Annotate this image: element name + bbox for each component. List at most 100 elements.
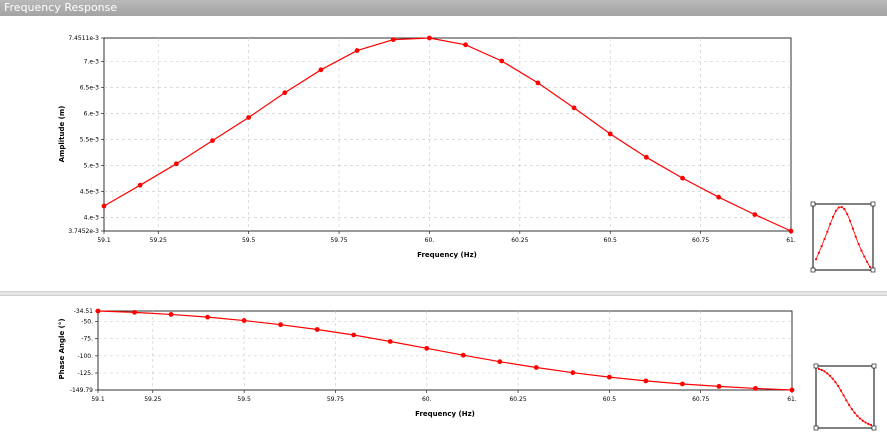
amplitude-plot-frame [103, 37, 792, 232]
thumbnail-resize-handle[interactable] [810, 267, 816, 273]
thumbnail-point [849, 219, 852, 223]
phase-plot-frame [97, 310, 793, 391]
thumbnail-resize-handle[interactable] [813, 425, 819, 431]
thumbnail-point [869, 423, 873, 427]
thumbnail-point [839, 389, 842, 392]
pane-splitter[interactable] [0, 291, 887, 296]
amplitude-x-axis-title: Frequency (Hz) [417, 251, 477, 259]
thumbnail-resize-handle[interactable] [871, 425, 877, 431]
thumbnail-point [831, 215, 835, 218]
y-tick-label: -149.79 [70, 387, 93, 394]
data-point [173, 161, 179, 167]
thumbnail-point [860, 249, 863, 252]
data-point [789, 387, 795, 393]
thumbnail-point [858, 417, 862, 420]
phase-y-axis-title: Phase Angle (°) [58, 318, 66, 379]
phase-thumbnail[interactable] [813, 363, 877, 431]
data-point [788, 228, 794, 234]
thumbnail-point [814, 258, 818, 261]
y-tick-label: 6.e-3 [84, 111, 100, 118]
thumbnail-point [850, 407, 853, 411]
thumbnail-point [820, 245, 823, 248]
thumbnail-resize-handle[interactable] [810, 201, 816, 207]
phase-thumbnail-frame [815, 365, 875, 429]
data-point [390, 37, 396, 43]
thumbnail-point [856, 414, 859, 417]
y-tick-label: -50. [81, 319, 93, 326]
data-point [643, 154, 649, 160]
amplitude-chart: 59.1 59.25 59.5 59.75 60. 60.25 60.5 60.75 61. 7… [58, 35, 876, 273]
thumbnail-point [829, 222, 832, 226]
data-point [427, 35, 432, 41]
x-tick-label: 60.25 [511, 237, 528, 244]
y-tick-label: -100. [77, 353, 93, 360]
data-point [132, 309, 137, 315]
thumbnail-point [826, 230, 829, 233]
data-point [607, 131, 613, 137]
amplitude-plot-area[interactable]: 59.1 59.25 59.5 59.75 60. 60.25 60.5 60.75 61. 7… [68, 35, 796, 244]
thumbnail-resize-handle[interactable] [870, 201, 876, 207]
data-point [463, 42, 468, 48]
phase-plot-area[interactable]: 59.1 59.25 59.5 59.75 60. 60.25 60.5 60.75 61. -… [70, 308, 797, 403]
phase-x-axis-title: Frequency (Hz) [415, 410, 475, 418]
data-point [351, 332, 357, 338]
data-point [424, 345, 430, 351]
y-tick-label: 5.e-3 [84, 163, 100, 170]
y-tick-label: 3.7452e-3 [68, 228, 99, 235]
data-point [246, 115, 252, 120]
phase-series-line [97, 310, 793, 391]
x-tick-label: 61. [786, 237, 796, 244]
x-tick-label: 59.5 [242, 237, 256, 244]
amplitude-thumbnail[interactable] [810, 201, 876, 273]
thumbnail-point [857, 242, 860, 246]
data-point [753, 386, 758, 391]
thumbnail-point [828, 374, 832, 377]
y-tick-label: 5.5e-3 [80, 137, 99, 144]
data-point [571, 105, 577, 111]
thumbnail-point [823, 237, 826, 241]
thumbnail-point [851, 227, 855, 230]
thumbnail-point [817, 251, 820, 254]
thumbnail-resize-handle[interactable] [813, 363, 819, 369]
data-point [535, 80, 541, 86]
x-tick-label: 59.25 [144, 396, 161, 403]
data-point [278, 322, 284, 328]
thumbnail-point [831, 377, 834, 380]
data-point [460, 352, 466, 358]
thumbnail-point [864, 421, 867, 424]
x-tick-label: 59.1 [91, 396, 105, 403]
thumbnail-point [843, 208, 846, 211]
thumbnail-resize-handle[interactable] [871, 363, 877, 369]
data-point [314, 327, 320, 332]
thumbnail-point [845, 399, 848, 402]
amplitude-thumbnail-frame [812, 203, 874, 271]
x-tick-label: 60.75 [692, 237, 709, 244]
y-tick-label: 4.5e-3 [80, 189, 99, 196]
thumbnail-point [868, 265, 872, 269]
x-tick-label: 60.5 [603, 396, 617, 403]
data-point [716, 383, 722, 389]
thumbnail-point [817, 367, 821, 371]
y-tick-label: 6.5e-3 [80, 85, 99, 92]
thumbnail-point [826, 372, 829, 375]
data-point [282, 90, 288, 96]
x-tick-label: 60.75 [692, 396, 709, 403]
data-point [497, 359, 503, 365]
thumbnail-point [834, 209, 837, 213]
thumbnail-point [866, 260, 869, 264]
y-tick-label: 4.e-3 [84, 215, 100, 222]
window-title: Frequency Response [0, 0, 887, 16]
data-point [499, 58, 505, 64]
thumbnail-resize-handle[interactable] [870, 267, 876, 273]
y-tick-label: -125. [77, 370, 93, 377]
data-point [318, 67, 324, 73]
thumbnail-point [823, 370, 826, 373]
x-tick-label: 59.25 [150, 237, 167, 244]
x-tick-label: 59.1 [97, 237, 111, 244]
data-point [210, 138, 215, 144]
data-point [137, 182, 143, 188]
data-point [101, 203, 107, 209]
x-tick-label: 60.5 [604, 237, 618, 244]
x-tick-label: 60.25 [509, 396, 526, 403]
data-point [95, 308, 101, 314]
